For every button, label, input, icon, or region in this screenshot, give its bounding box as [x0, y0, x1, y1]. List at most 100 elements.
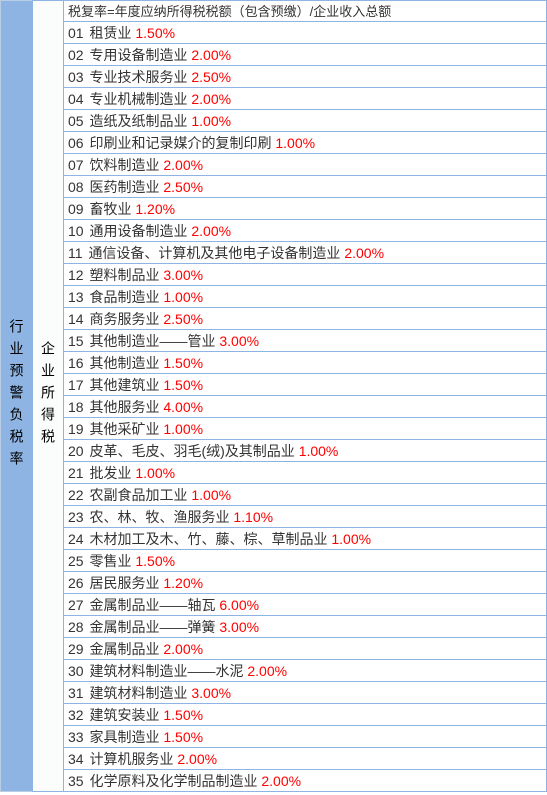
row-number: 31 — [68, 685, 84, 701]
row-rate: 3.00% — [163, 267, 203, 283]
table-row: 04 专业机械制造业 2.00% — [64, 88, 547, 110]
row-label: 农、林、牧、渔服务业 — [89, 509, 229, 525]
row-label: 医药制造业 — [89, 179, 159, 195]
row-label: 家具制造业 — [89, 729, 159, 745]
row-rate: 3.00% — [219, 333, 259, 349]
row-rate: 1.00% — [191, 113, 231, 129]
row-number: 35 — [68, 773, 84, 789]
row-number: 26 — [68, 575, 84, 591]
row-label: 金属制品业——弹簧 — [89, 619, 215, 635]
row-label: 皮革、毛皮、羽毛(绒)及其制品业 — [89, 443, 294, 459]
table-row: 05 造纸及纸制品业 1.00% — [64, 110, 547, 132]
table-row: 14 商务服务业 2.50% — [64, 308, 547, 330]
row-label: 居民服务业 — [89, 575, 159, 591]
row-number: 04 — [68, 91, 84, 107]
row-number: 30 — [68, 663, 84, 679]
table-row: 18 其他服务业 4.00% — [64, 396, 547, 418]
row-number: 02 — [68, 47, 84, 63]
row-rate: 1.00% — [275, 135, 315, 151]
row-rate: 1.50% — [135, 25, 175, 41]
row-number: 15 — [68, 333, 84, 349]
row-label: 印刷业和记录媒介的复制印刷 — [89, 135, 271, 151]
table-row: 27 金属制品业——轴瓦 6.00% — [64, 594, 547, 616]
table-row: 21 批发业 1.00% — [64, 462, 547, 484]
row-label: 专业机械制造业 — [89, 91, 187, 107]
mid-header-cell: 企业所得税 — [32, 0, 64, 792]
row-rate: 2.00% — [191, 223, 231, 239]
table-row: 33 家具制造业 1.50% — [64, 726, 547, 748]
table-row: 28 金属制品业——弹簧 3.00% — [64, 616, 547, 638]
row-label: 专业技术服务业 — [89, 69, 187, 85]
table-row: 22 农副食品加工业 1.00% — [64, 484, 547, 506]
row-rate: 1.50% — [163, 707, 203, 723]
row-number: 06 — [68, 135, 84, 151]
row-rate: 1.10% — [233, 509, 273, 525]
row-rate: 2.00% — [344, 245, 384, 261]
row-rate: 2.50% — [191, 69, 231, 85]
table-row: 32 建筑安装业 1.50% — [64, 704, 547, 726]
left-header-cell: 行业预警负税率 — [0, 0, 32, 792]
row-rate: 2.00% — [191, 91, 231, 107]
row-label: 专用设备制造业 — [89, 47, 187, 63]
row-rate: 1.00% — [163, 289, 203, 305]
table-row: 15 其他制造业——管业 3.00% — [64, 330, 547, 352]
row-number: 12 — [68, 267, 84, 283]
row-number: 33 — [68, 729, 84, 745]
row-number: 20 — [68, 443, 84, 459]
table-row: 13 食品制造业 1.00% — [64, 286, 547, 308]
row-rate: 2.00% — [163, 641, 203, 657]
data-column: 税复率=年度应纳所得税税额（包含预缴）/企业收入总额 01 租赁业 1.50%0… — [64, 0, 547, 792]
row-rate: 1.20% — [135, 201, 175, 217]
row-rate: 1.00% — [163, 421, 203, 437]
row-label: 其他建筑业 — [89, 377, 159, 393]
row-number: 10 — [68, 223, 84, 239]
table-row: 06 印刷业和记录媒介的复制印刷 1.00% — [64, 132, 547, 154]
row-rate: 3.00% — [191, 685, 231, 701]
table-row: 25 零售业 1.50% — [64, 550, 547, 572]
row-number: 08 — [68, 179, 84, 195]
row-label: 建筑材料制造业——水泥 — [89, 663, 243, 679]
row-rate: 1.20% — [163, 575, 203, 591]
table-row: 23 农、林、牧、渔服务业 1.10% — [64, 506, 547, 528]
tax-rate-table: 行业预警负税率 企业所得税 税复率=年度应纳所得税税额（包含预缴）/企业收入总额… — [0, 0, 547, 792]
row-number: 19 — [68, 421, 84, 437]
row-label: 木材加工及木、竹、藤、棕、草制品业 — [89, 531, 327, 547]
row-number: 22 — [68, 487, 84, 503]
table-row: 01 租赁业 1.50% — [64, 22, 547, 44]
table-row: 16 其他制造业 1.50% — [64, 352, 547, 374]
row-rate: 1.50% — [163, 377, 203, 393]
row-label: 租赁业 — [89, 25, 131, 41]
row-rate: 2.00% — [261, 773, 301, 789]
table-row: 07 饮料制造业 2.00% — [64, 154, 547, 176]
row-number: 03 — [68, 69, 84, 85]
row-number: 21 — [68, 465, 84, 481]
table-row: 20 皮革、毛皮、羽毛(绒)及其制品业 1.00% — [64, 440, 547, 462]
row-rate: 1.00% — [331, 531, 371, 547]
row-number: 11 — [68, 245, 83, 261]
row-label: 批发业 — [89, 465, 131, 481]
row-label: 食品制造业 — [89, 289, 159, 305]
row-label: 畜牧业 — [89, 201, 131, 217]
row-rate: 2.50% — [163, 311, 203, 327]
row-label: 其他服务业 — [89, 399, 159, 415]
table-row: 02 专用设备制造业 2.00% — [64, 44, 547, 66]
left-header-label: 行业预警负税率 — [7, 319, 27, 473]
table-row: 11 通信设备、计算机及其他电子设备制造业 2.00% — [64, 242, 547, 264]
table-row: 30 建筑材料制造业——水泥 2.00% — [64, 660, 547, 682]
row-label: 建筑安装业 — [89, 707, 159, 723]
row-number: 28 — [68, 619, 84, 635]
row-label: 农副食品加工业 — [89, 487, 187, 503]
row-rate: 2.00% — [247, 663, 287, 679]
row-rate: 1.00% — [135, 465, 175, 481]
table-row: 08 医药制造业 2.50% — [64, 176, 547, 198]
row-label: 造纸及纸制品业 — [89, 113, 187, 129]
row-number: 18 — [68, 399, 84, 415]
row-number: 09 — [68, 201, 84, 217]
row-rate: 2.00% — [163, 157, 203, 173]
row-rate: 3.00% — [219, 619, 259, 635]
table-row: 03 专业技术服务业 2.50% — [64, 66, 547, 88]
row-label: 金属制品业——轴瓦 — [89, 597, 215, 613]
row-rate: 1.50% — [135, 553, 175, 569]
table-row: 12 塑料制品业 3.00% — [64, 264, 547, 286]
row-number: 05 — [68, 113, 84, 129]
